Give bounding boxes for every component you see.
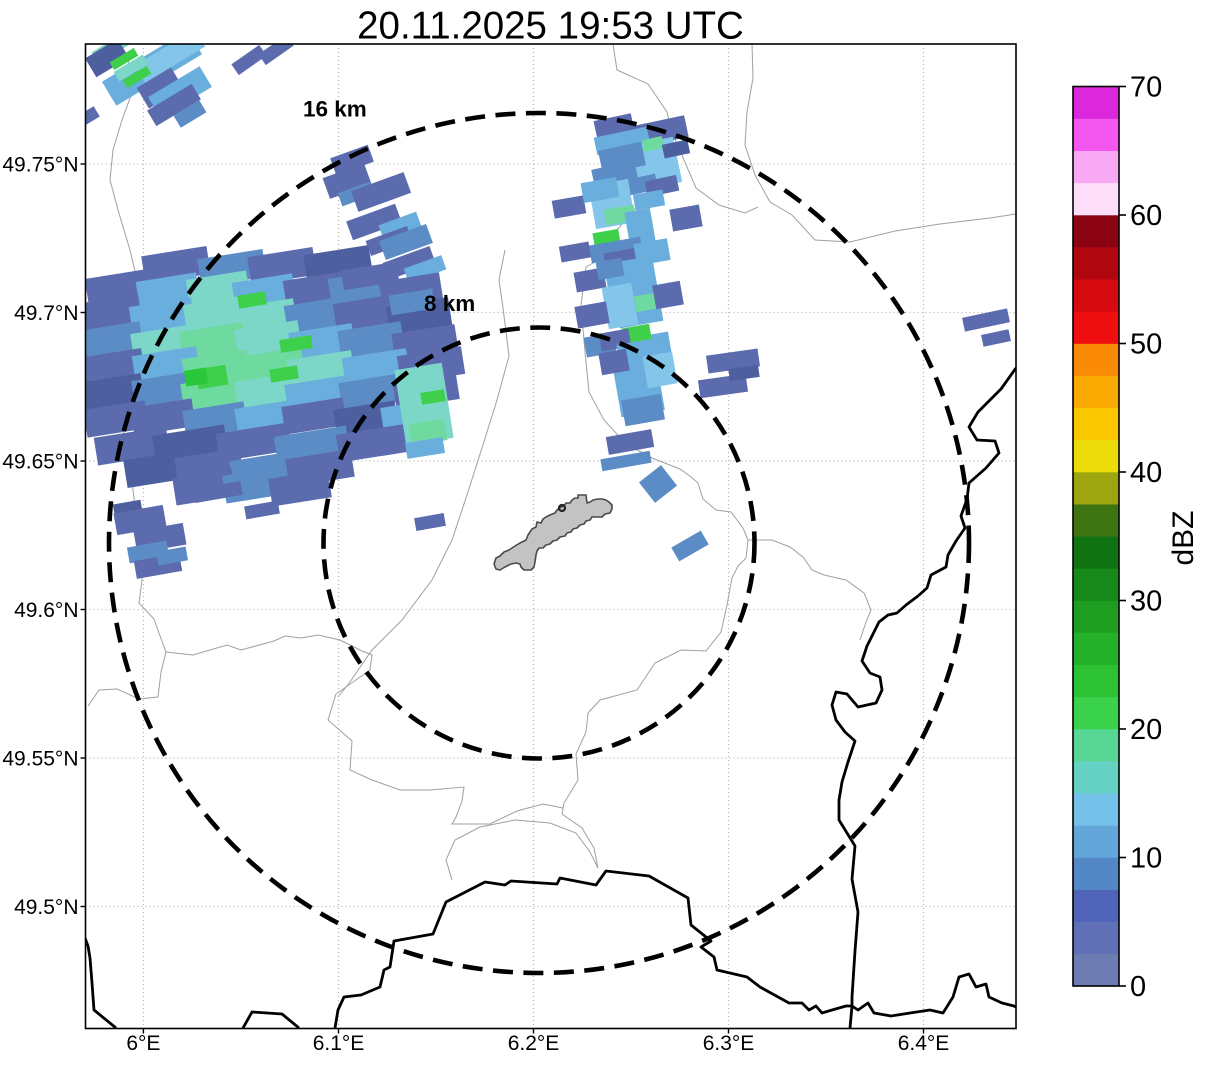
svg-text:16 km: 16 km: [303, 97, 367, 122]
svg-text:6.2°E: 6.2°E: [508, 1032, 560, 1055]
svg-text:6°E: 6°E: [126, 1032, 160, 1055]
svg-text:20.11.2025 19:53 UTC: 20.11.2025 19:53 UTC: [357, 5, 744, 48]
svg-text:6.4°E: 6.4°E: [898, 1032, 950, 1055]
svg-text:40: 40: [1130, 457, 1162, 489]
svg-text:50: 50: [1130, 329, 1162, 361]
svg-text:dBZ: dBZ: [1167, 510, 1200, 565]
svg-text:10: 10: [1130, 843, 1162, 875]
svg-text:6.1°E: 6.1°E: [313, 1032, 365, 1055]
svg-text:49.5°N: 49.5°N: [14, 896, 78, 919]
svg-text:70: 70: [1130, 72, 1162, 104]
svg-text:49.75°N: 49.75°N: [2, 154, 78, 177]
svg-text:0: 0: [1130, 971, 1146, 1003]
svg-text:49.55°N: 49.55°N: [2, 748, 78, 771]
svg-text:49.65°N: 49.65°N: [2, 451, 78, 474]
svg-text:30: 30: [1130, 586, 1162, 618]
svg-text:60: 60: [1130, 200, 1162, 232]
svg-text:49.6°N: 49.6°N: [14, 599, 78, 622]
svg-text:49.7°N: 49.7°N: [14, 302, 78, 325]
svg-text:6.3°E: 6.3°E: [703, 1032, 755, 1055]
svg-text:20: 20: [1130, 714, 1162, 746]
svg-text:8 km: 8 km: [424, 291, 475, 316]
